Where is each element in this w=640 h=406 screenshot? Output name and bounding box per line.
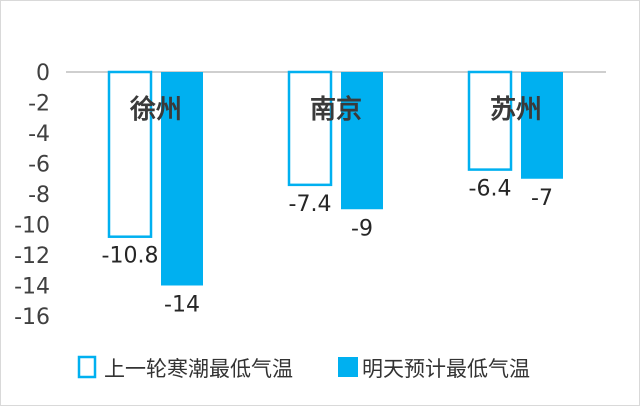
data-labels: -10.8-14 -7.4 -9 -6.4 -7 bbox=[102, 177, 553, 318]
category-label: 南京 bbox=[310, 94, 362, 125]
y-tick-label: -6 bbox=[28, 153, 50, 178]
bars bbox=[107, 70, 563, 286]
data-label: -6.4 bbox=[469, 177, 512, 202]
category-label: 苏州 bbox=[490, 95, 542, 125]
y-axis: 0 -2 -4 -6 -8 -10 -12 -14 -16 bbox=[14, 61, 50, 330]
y-tick-label: -4 bbox=[28, 122, 50, 147]
bar-previous-cold-wave bbox=[107, 70, 153, 238]
y-tick-label: -16 bbox=[14, 305, 50, 330]
bar-previous-cold-wave bbox=[467, 70, 513, 171]
bar-tomorrow-forecast bbox=[521, 72, 563, 179]
bar-previous-cold-wave bbox=[287, 70, 333, 187]
legend-label: 上一轮寒潮最低气温 bbox=[104, 357, 293, 381]
category-labels: 徐州 南京 苏州 bbox=[129, 94, 542, 125]
data-label: -7 bbox=[531, 186, 553, 211]
legend-swatch-outline bbox=[77, 355, 97, 379]
data-label: -7.4 bbox=[289, 192, 332, 217]
y-tick-label: -14 bbox=[14, 275, 50, 300]
y-tick-label: -10 bbox=[14, 214, 50, 239]
category-label: 徐州 bbox=[129, 94, 182, 125]
legend-swatch-filled bbox=[338, 357, 358, 377]
data-label: -14 bbox=[164, 293, 200, 318]
legend-label: 明天预计最低气温 bbox=[362, 357, 530, 381]
y-tick-label: -8 bbox=[28, 183, 50, 208]
data-label: -9 bbox=[351, 216, 373, 241]
y-tick-label: -12 bbox=[14, 244, 50, 269]
y-tick-label: -2 bbox=[28, 92, 50, 117]
y-tick-label: 0 bbox=[36, 61, 50, 86]
bar-tomorrow-forecast bbox=[161, 72, 203, 286]
data-label: -10.8 bbox=[102, 244, 159, 269]
legend: 上一轮寒潮最低气温 明天预计最低气温 bbox=[77, 355, 530, 381]
bar-tomorrow-forecast bbox=[341, 72, 383, 210]
